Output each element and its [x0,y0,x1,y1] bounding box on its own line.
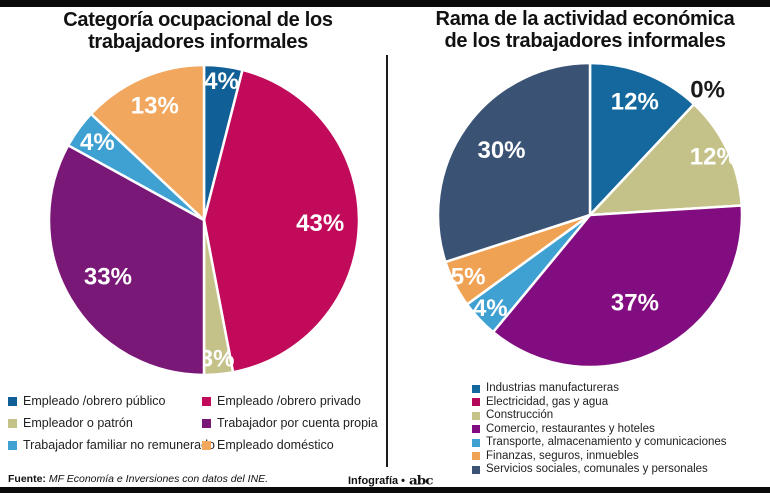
legend-item: Empleador o patrón [8,417,200,430]
legend-item: Trabajador por cuenta propia [202,417,382,430]
legend-label: Empleador o patrón [23,416,133,430]
legend-color-swatch [202,419,211,428]
legend-label: Transporte, almacenamiento y comunicacio… [486,436,727,448]
panel-divider [386,55,388,467]
pie-slice-value-label: 4% [204,68,239,95]
legend-label: Electricidad, gas y agua [486,395,609,408]
abc-brand-logo: abc [409,473,433,489]
legend-item: Construcción [472,409,762,423]
legend-color-swatch [202,441,211,450]
source-line: Fuente: MF Economía e Inversiones con da… [8,473,268,485]
legend-color-swatch [472,452,480,461]
pie-slice [47,144,206,377]
pie-slice-value-label: 12% [611,88,659,115]
legend-color-swatch [8,419,17,428]
right-chart-title: Rama de la actividad económica de los tr… [435,8,735,52]
bottom-border-bar [0,487,770,493]
pie-slice-value-label: 5% [451,264,486,291]
legend-occupational-category: Empleado /obrero público Empleado /obrero… [8,395,382,452]
legend-color-swatch [472,438,480,447]
legend-item: Empleado /obrero público [8,395,200,408]
legend-label: Servicios sociales, comunales y personal… [486,463,708,475]
legend-color-swatch [472,465,480,474]
legend-label: Empleado /obrero privado [217,394,361,408]
pie-slice-value-label: 30% [477,137,525,164]
legend-economic-activity: Industrias manufactureras Electricidad, g… [472,382,762,477]
legend-label: Empleado /obrero público [23,394,166,408]
pie-slice-value-label: 12% [690,143,738,170]
source-text: MF Economía e Inversiones con datos del … [48,473,269,485]
legend-label: Comercio, restaurantes y hoteles [486,422,655,435]
legend-color-swatch [8,397,17,406]
pie-chart-occupational-category: 4% 43% 3% 33% 4% 13% [47,63,361,377]
legend-label: Trabajador familiar no remunerado [23,438,215,452]
pie-slice [588,102,743,217]
legend-label: Finanzas, seguros, inmuebles [486,449,639,462]
pie-slice-value-label: 13% [131,93,179,120]
pie-slice-value-label: 0% [690,76,725,103]
pie-slice-value-label: 37% [611,290,659,317]
legend-item: Finanzas, seguros, inmuebles [472,450,762,464]
source-label: Fuente: [8,473,46,485]
legend-color-swatch [472,425,480,434]
legend-item: Electricidad, gas y agua [472,396,762,410]
legend-label: Construcción [486,409,554,421]
pie-slice-value-label: 4% [80,129,115,156]
legend-label: Trabajador por cuenta propia [217,416,378,430]
legend-item: Empleado doméstico [202,439,382,452]
pie-slice [436,61,592,264]
pie-slice [202,68,361,374]
pie-chart-economic-activity: 12% 0% 12% 37% 4% 5% 30% [436,61,744,369]
pie-slice-value-label: 4% [473,295,508,322]
pie-slice [588,61,696,217]
pie-slice [89,63,206,222]
legend-item: Industrias manufactureras [472,382,762,396]
legend-item: Servicios sociales, comunales y personal… [472,463,762,477]
legend-color-swatch [472,384,480,393]
left-chart-title: Categoría ocupacional de los trabajadore… [63,9,333,53]
pie-slice-value-label: 33% [84,263,132,290]
pie-slice-value-label: 43% [296,210,344,237]
top-border-bar [0,0,770,7]
legend-item: Transporte, almacenamiento y comunicacio… [472,436,762,450]
legend-color-swatch [8,441,17,450]
credit-line: Infografía • abc [348,473,433,489]
legend-item: Empleado /obrero privado [202,395,382,408]
legend-color-swatch [472,411,480,420]
legend-color-swatch [472,398,480,407]
pie-slice-value-label: 3% [200,345,235,372]
legend-label: Industrias manufactureras [486,382,619,394]
legend-item: Trabajador familiar no remunerado [8,439,215,452]
credit-label: Infografía • [348,475,406,487]
legend-item: Comercio, restaurantes y hoteles [472,423,762,437]
legend-label: Empleado doméstico [217,438,334,452]
pie-slice [491,204,744,369]
legend-color-swatch [202,397,211,406]
